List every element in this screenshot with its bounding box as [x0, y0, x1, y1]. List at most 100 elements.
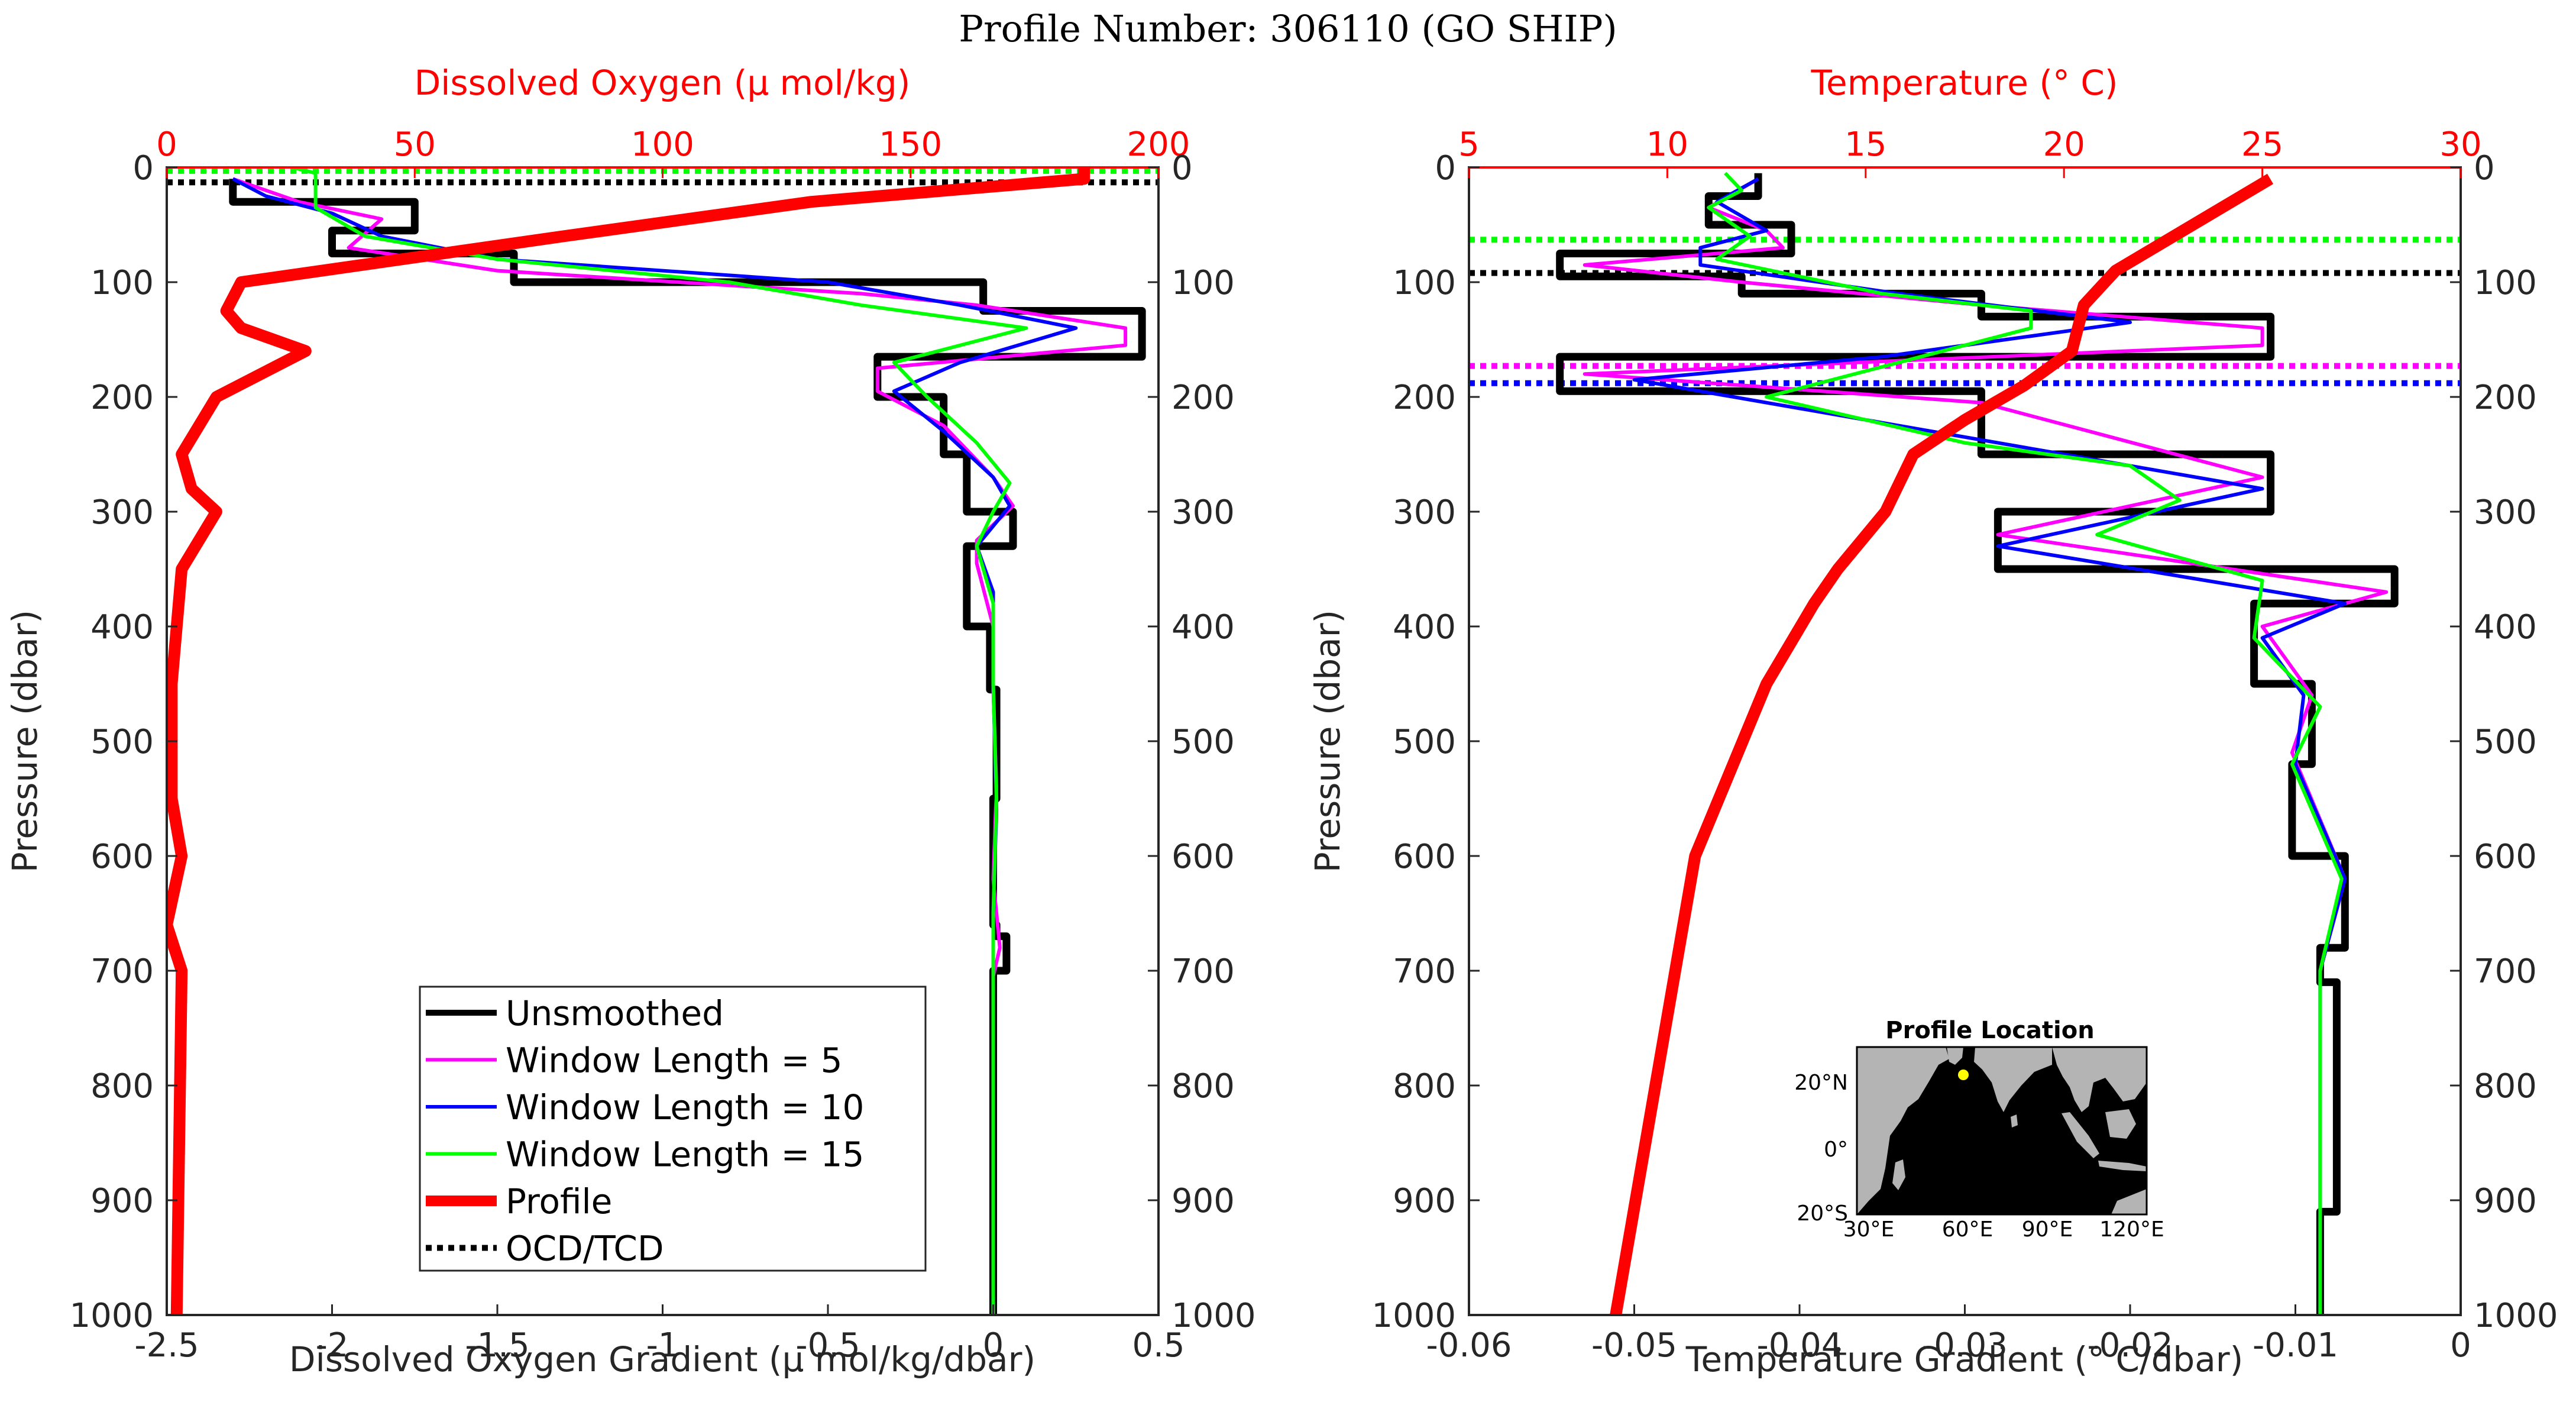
left-top-xtick-label: 0	[156, 125, 177, 164]
left-right-ytick-label: 300	[1172, 493, 1235, 532]
left-top-xtick-label: 50	[394, 125, 436, 164]
panel-left: -2.5 -2 -1.5 -1 -0.5 0 0.50 50 100 150 20001002003…	[5, 63, 1256, 1379]
right-xtick-label: -0.02	[2088, 1326, 2173, 1365]
right-ytick-label: 600	[1393, 838, 1456, 876]
left-xtick-label: -1.5	[465, 1326, 529, 1365]
legend-label: Window Length = 10	[506, 1087, 864, 1127]
right-ytick-label: 400	[1393, 608, 1456, 647]
left-ytick-label: 700	[90, 952, 154, 991]
left-ytick-label: 500	[90, 723, 154, 761]
legend-label: Window Length = 15	[506, 1135, 864, 1175]
left-top-xlabel: Dissolved Oxygen (μ mol/kg)	[415, 63, 911, 103]
right-xtick-label: -0.01	[2253, 1326, 2338, 1365]
left-right-ytick-label: 1000	[1172, 1297, 1256, 1335]
legend-entries: Unsmoothed Window Length = 5 Window Length…	[426, 993, 864, 1269]
left-xtick-label: 0.5	[1132, 1326, 1185, 1365]
right-ytick-label: 700	[1393, 952, 1456, 991]
right-right-ytick-label: 200	[2474, 379, 2537, 417]
legend-label: Window Length = 5	[506, 1041, 843, 1081]
left-right-ytick-label: 200	[1172, 379, 1235, 417]
land-seasia	[2052, 1047, 2147, 1112]
right-ytick-label: 0	[1435, 149, 1456, 188]
left-right-ytick-label: 400	[1172, 608, 1235, 647]
land-madagascar	[1892, 1159, 1905, 1190]
right-xtick-label: 0	[2450, 1326, 2471, 1365]
right-xtick-label: -0.06	[1426, 1326, 1512, 1365]
inset-map-frame	[1856, 1046, 2148, 1216]
right-top-xtick-label: 10	[1646, 125, 1688, 164]
right-right-ytick-label: 100	[2474, 264, 2537, 302]
left-top-xtick-label: 200	[1127, 125, 1190, 164]
right-top-xtick-label: 15	[1844, 125, 1886, 164]
inset-map-ticks: 30°E 60°E 90°E 120°E 20°N 0° 20°S	[1794, 1071, 2164, 1242]
inset-map-xtick-label: 60°E	[1942, 1217, 1994, 1242]
inset-map: Profile Location 30°E 60°E 90°E 120°E 20°N 0°…	[1794, 1017, 2164, 1242]
right-ytick-label: 300	[1393, 493, 1456, 532]
legend-label: Unsmoothed	[506, 993, 724, 1033]
left-right-ytick-label: 600	[1172, 838, 1235, 876]
legend-box	[419, 986, 927, 1272]
right-top-xtick-label: 30	[2439, 125, 2481, 164]
right-right-ytick-label: 600	[2474, 838, 2537, 876]
left-ytick-label: 200	[90, 379, 154, 417]
legend: Unsmoothed Window Length = 5 Window Length…	[419, 986, 927, 1272]
right-ylabel: Pressure (dbar)	[1308, 610, 1348, 873]
right-right-ytick-label: 300	[2474, 493, 2537, 532]
legend-label: Profile	[506, 1181, 612, 1222]
right-ytick-label: 500	[1393, 723, 1456, 761]
left-ytick-label: 0	[132, 149, 154, 188]
left-xtick-label: -2	[316, 1326, 349, 1365]
land-borneo	[2105, 1109, 2136, 1139]
left-bottom-xlabel: Dissolved Oxygen Gradient (μ mol/kg/dbar…	[289, 1339, 1035, 1379]
right-top-xlabel: Temperature (° C)	[1810, 63, 2118, 103]
left-right-ytick-label: 900	[1172, 1182, 1235, 1220]
land-java	[2098, 1161, 2147, 1171]
right-ytick-label: 100	[1393, 264, 1456, 302]
left-ytick-label: 400	[90, 608, 154, 647]
left-ytick-label: 100	[90, 264, 154, 302]
right-xtick-label: -0.04	[1757, 1326, 1843, 1365]
panel-right: -0.06 -0.05 -0.04 -0.03 -0.02 -0.01 05 10 15 20 25…	[1308, 63, 2558, 1379]
right-series-profile	[1610, 173, 2274, 1315]
right-right-ytick-label: 500	[2474, 723, 2537, 761]
profile-location-marker	[1958, 1070, 1969, 1080]
right-ytick-label: 800	[1393, 1067, 1456, 1106]
right-top-xtick-label: 20	[2043, 125, 2085, 164]
land-arabia	[1947, 1047, 1963, 1065]
right-right-ytick-label: 900	[2474, 1182, 2537, 1220]
land-australia	[2111, 1189, 2147, 1214]
right-series-unsmoothed	[1556, 173, 2399, 1315]
left-series-layer	[167, 167, 1158, 1315]
inset-map-xtick-label: 90°E	[2022, 1217, 2073, 1242]
left-ytick-label: 900	[90, 1182, 154, 1220]
left-ytick-label: 800	[90, 1067, 154, 1106]
legend-label: OCD/TCD	[506, 1229, 664, 1269]
left-ytick-label: 300	[90, 493, 154, 532]
left-right-ytick-label: 700	[1172, 952, 1235, 991]
left-series-window-length-15	[292, 167, 1028, 1315]
land-sumatra	[2062, 1112, 2099, 1158]
left-right-ytick-label: 500	[1172, 723, 1235, 761]
inset-map-ytick-label: 20°N	[1794, 1071, 1848, 1095]
right-xtick-label: -0.05	[1591, 1326, 1677, 1365]
land-srilanka	[2011, 1114, 2018, 1127]
right-top-xtick-label: 5	[1458, 125, 1480, 164]
left-right-ytick-label: 100	[1172, 264, 1235, 302]
land-india	[1974, 1047, 2052, 1112]
right-right-ytick-label: 0	[2474, 149, 2495, 188]
right-right-ytick-label: 800	[2474, 1067, 2537, 1106]
left-right-ytick-label: 800	[1172, 1067, 1235, 1106]
inset-map-ytick-label: 20°S	[1797, 1201, 1848, 1226]
inset-map-xtick-label: 120°E	[2099, 1217, 2164, 1242]
left-xtick-label: -0.5	[795, 1326, 860, 1365]
inset-map-land	[1857, 1047, 2147, 1214]
right-right-ytick-label: 1000	[2474, 1297, 2558, 1335]
right-xtick-label: -0.03	[1922, 1326, 2008, 1365]
left-top-xtick-label: 150	[879, 125, 942, 164]
inset-map-title: Profile Location	[1885, 1017, 2094, 1044]
right-series-layer	[1469, 172, 2461, 1315]
right-bottom-xlabel: Temperature Gradient (° C/dbar)	[1685, 1339, 2243, 1379]
right-series-window-length-15	[1707, 172, 2344, 1315]
right-top-xtick-label: 25	[2241, 125, 2283, 164]
